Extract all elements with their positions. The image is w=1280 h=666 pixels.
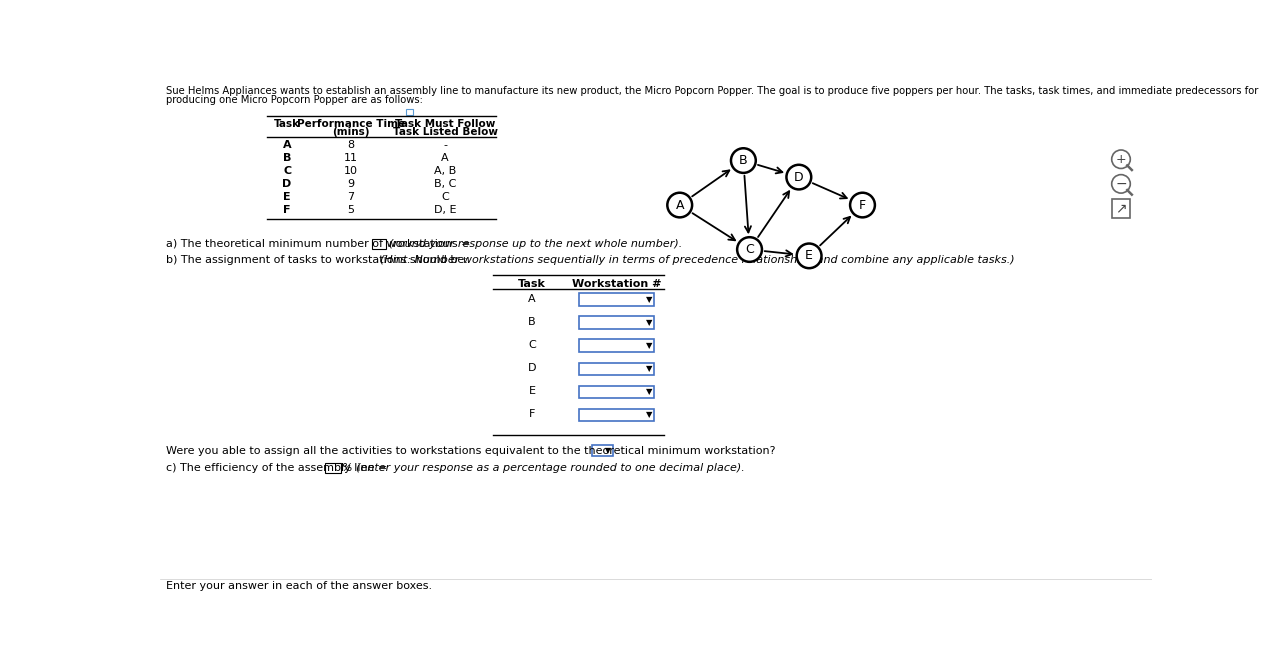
Text: ▼: ▼ — [646, 341, 653, 350]
FancyBboxPatch shape — [579, 386, 654, 398]
Text: F: F — [529, 410, 535, 420]
FancyBboxPatch shape — [325, 463, 340, 473]
Text: 9: 9 — [347, 179, 355, 189]
Text: D, E: D, E — [434, 205, 457, 215]
FancyBboxPatch shape — [1112, 199, 1130, 218]
Text: ▼: ▼ — [646, 318, 653, 327]
Text: B, C: B, C — [434, 179, 457, 189]
Text: Task Must Follow: Task Must Follow — [396, 119, 495, 129]
Text: 10: 10 — [343, 166, 357, 176]
Text: B: B — [283, 153, 292, 163]
FancyBboxPatch shape — [579, 316, 654, 328]
Circle shape — [1112, 150, 1130, 168]
Circle shape — [731, 149, 755, 173]
Text: A: A — [676, 198, 684, 212]
Text: b) The assignment of tasks to workstations should be:: b) The assignment of tasks to workstatio… — [166, 256, 471, 266]
FancyBboxPatch shape — [579, 293, 654, 306]
Circle shape — [796, 244, 822, 268]
Text: A: A — [529, 294, 536, 304]
Text: ▼: ▼ — [646, 364, 653, 373]
Text: % (enter your response as a percentage rounded to one decimal place).: % (enter your response as a percentage r… — [342, 463, 745, 473]
Text: ▼: ▼ — [605, 446, 611, 455]
Text: producing one Micro Popcorn Popper are as follows:: producing one Micro Popcorn Popper are a… — [166, 95, 424, 105]
Text: B: B — [739, 154, 748, 167]
Text: C: C — [283, 166, 291, 176]
Text: Task: Task — [518, 278, 547, 288]
Text: E: E — [283, 192, 291, 202]
Text: +: + — [1116, 153, 1126, 166]
Circle shape — [737, 237, 762, 262]
Text: c) The efficiency of the assembly line =: c) The efficiency of the assembly line = — [166, 463, 392, 473]
Text: Performance Time: Performance Time — [297, 119, 404, 129]
Text: ▼: ▼ — [646, 387, 653, 396]
Text: D: D — [794, 170, 804, 184]
Text: 8: 8 — [347, 140, 355, 150]
Text: (round your response up to the next whole number).: (round your response up to the next whol… — [389, 238, 682, 248]
Text: F: F — [859, 198, 867, 212]
Text: −: − — [1115, 177, 1126, 191]
FancyBboxPatch shape — [579, 409, 654, 421]
Text: Were you able to assign all the activities to workstations equivalent to the the: Were you able to assign all the activiti… — [166, 446, 776, 456]
Text: -: - — [443, 140, 447, 150]
Text: A: A — [442, 153, 449, 163]
FancyBboxPatch shape — [579, 340, 654, 352]
Text: (mins): (mins) — [332, 127, 370, 137]
FancyBboxPatch shape — [407, 109, 413, 115]
Circle shape — [1112, 174, 1130, 193]
Text: a) The theoretical minimum number of workstations =: a) The theoretical minimum number of wor… — [166, 238, 474, 248]
Text: Enter your answer in each of the answer boxes.: Enter your answer in each of the answer … — [166, 581, 433, 591]
Text: 7: 7 — [347, 192, 355, 202]
Text: Workstation #: Workstation # — [572, 278, 662, 288]
FancyBboxPatch shape — [371, 238, 385, 248]
Text: F: F — [283, 205, 291, 215]
Text: E: E — [529, 386, 535, 396]
Text: C: C — [442, 192, 449, 202]
Circle shape — [667, 192, 692, 217]
FancyBboxPatch shape — [579, 362, 654, 375]
Text: Sue Helms Appliances wants to establish an assembly line to manufacture its new : Sue Helms Appliances wants to establish … — [166, 86, 1258, 96]
Text: D: D — [283, 179, 292, 189]
Text: 5: 5 — [347, 205, 355, 215]
Circle shape — [850, 192, 876, 217]
Text: C: C — [529, 340, 536, 350]
Text: A, B: A, B — [434, 166, 457, 176]
Text: ↗: ↗ — [1115, 202, 1126, 216]
Text: D: D — [527, 363, 536, 373]
Text: A: A — [283, 140, 292, 150]
Text: ▼: ▼ — [646, 295, 653, 304]
Text: 11: 11 — [343, 153, 357, 163]
Text: C: C — [745, 243, 754, 256]
FancyBboxPatch shape — [591, 445, 613, 456]
Text: Task Listed Below: Task Listed Below — [393, 127, 498, 137]
Text: Task: Task — [274, 119, 301, 129]
Circle shape — [786, 165, 812, 189]
Text: B: B — [529, 317, 536, 327]
Text: (Hint: Number workstations sequentially in terms of precedence relationships and: (Hint: Number workstations sequentially … — [380, 256, 1014, 266]
Text: E: E — [805, 249, 813, 262]
Text: ▼: ▼ — [646, 410, 653, 420]
